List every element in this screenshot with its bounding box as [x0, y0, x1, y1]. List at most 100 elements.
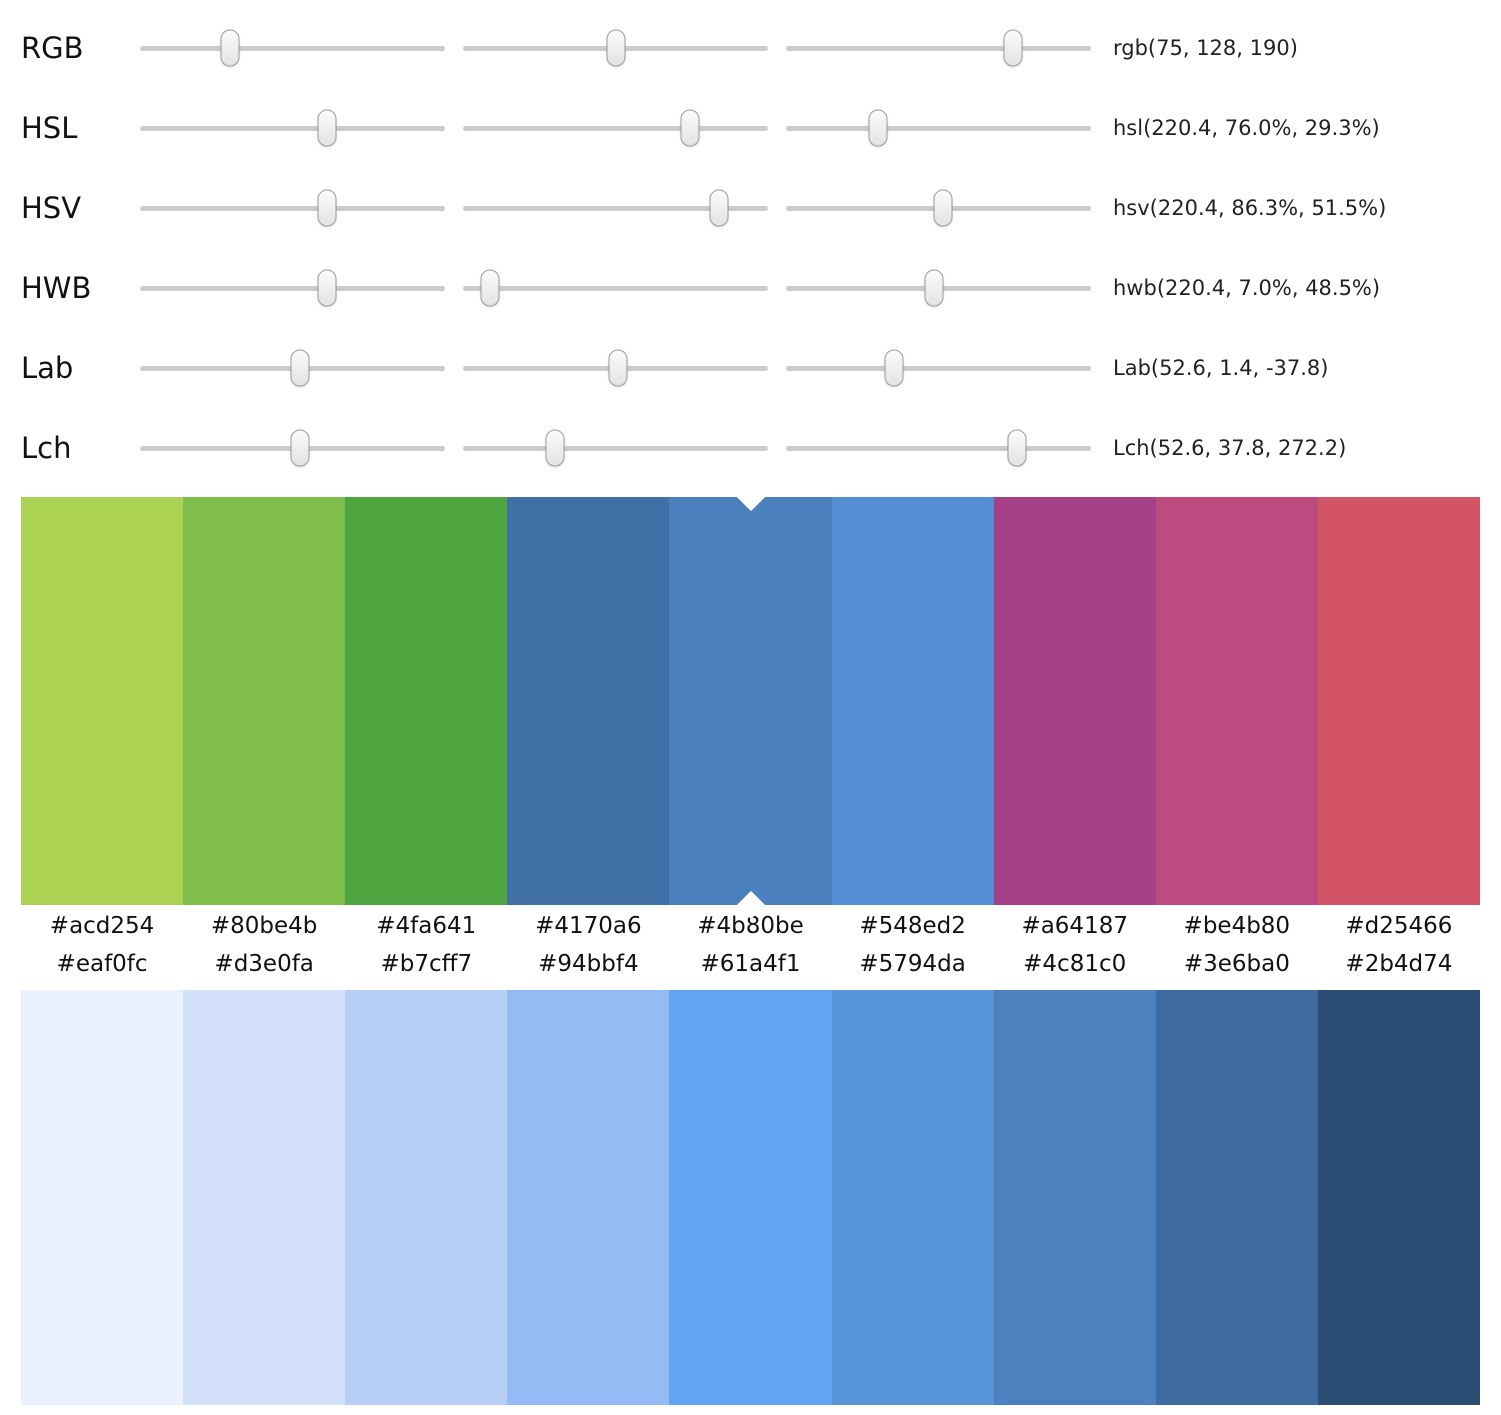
- hex-code-label: #d25466: [1345, 913, 1453, 939]
- hue-palette-wrap: [21, 482, 1480, 920]
- color-swatch[interactable]: [183, 990, 346, 1405]
- hex-code-label: #3e6ba0: [1183, 951, 1290, 977]
- color-swatch[interactable]: [345, 990, 508, 1405]
- hex-code-label: #94bbf4: [538, 951, 639, 977]
- hex-code-label: #2b4d74: [1345, 951, 1453, 977]
- hex-code-label: #be4b80: [1183, 913, 1291, 939]
- colorspace-label: Lch: [21, 430, 72, 465]
- hex-code-label: #80be4b: [210, 913, 318, 939]
- color-value-text: Lab(52.6, 1.4, -37.8): [1113, 356, 1329, 380]
- slider-thumb[interactable]: [290, 349, 310, 387]
- slider-thumb[interactable]: [317, 109, 337, 147]
- slider-thumb[interactable]: [608, 349, 628, 387]
- slider-track[interactable]: [463, 269, 768, 307]
- color-swatch[interactable]: [507, 990, 670, 1405]
- slider-row-hsv: HSV hsv(220.4, 86.3%, 51.5%): [21, 168, 1501, 248]
- hex-code-label: #4b80be: [697, 913, 804, 939]
- tint-shade-hex-label-row: #eaf0fc #d3e0fa #b7cff7 #94bbf4 #61a4f1 #5794…: [21, 951, 1480, 985]
- color-value-text: rgb(75, 128, 190): [1113, 36, 1298, 60]
- color-swatch[interactable]: [1317, 497, 1480, 905]
- colorspace-label: Lab: [21, 350, 74, 385]
- slider-track[interactable]: [140, 349, 445, 387]
- color-swatch[interactable]: [993, 990, 1156, 1405]
- slider-track[interactable]: [140, 29, 445, 67]
- slider-track[interactable]: [786, 429, 1091, 467]
- color-swatch[interactable]: [993, 497, 1156, 905]
- slider-track[interactable]: [140, 189, 445, 227]
- slider-track-group: [140, 349, 1091, 387]
- hex-code-label: #61a4f1: [700, 951, 801, 977]
- colorspace-label: HSL: [21, 110, 78, 145]
- slider-row-hwb: HWB hwb(220.4, 7.0%, 48.5%): [21, 248, 1501, 328]
- slider-row-lab: Lab Lab(52.6, 1.4, -37.8): [21, 328, 1501, 408]
- slider-thumb[interactable]: [1003, 29, 1023, 67]
- slider-track-group: [140, 189, 1091, 227]
- slider-row-lch: Lch Lch(52.6, 37.8, 272.2): [21, 408, 1501, 488]
- slider-track[interactable]: [463, 29, 768, 67]
- slider-track-group: [140, 429, 1091, 467]
- slider-thumb[interactable]: [680, 109, 700, 147]
- hex-code-label: #acd254: [49, 913, 155, 939]
- hue-hex-label-row: #acd254 #80be4b #4fa641 #4170a6 #4b80be #548e…: [21, 905, 1480, 951]
- color-value-text: Lch(52.6, 37.8, 272.2): [1113, 436, 1347, 460]
- hex-code-label: #548ed2: [859, 913, 966, 939]
- slider-thumb[interactable]: [1007, 429, 1027, 467]
- color-swatch[interactable]: [831, 990, 994, 1405]
- color-swatch[interactable]: [1155, 990, 1318, 1405]
- slider-track[interactable]: [463, 189, 768, 227]
- slider-track[interactable]: [786, 269, 1091, 307]
- slider-thumb[interactable]: [924, 269, 944, 307]
- slider-thumb[interactable]: [220, 29, 240, 67]
- colorspace-label: RGB: [21, 30, 84, 65]
- color-swatch[interactable]: [21, 497, 184, 905]
- colorspace-label: HWB: [21, 270, 92, 305]
- slider-thumb[interactable]: [317, 269, 337, 307]
- slider-track[interactable]: [786, 109, 1091, 147]
- color-swatch[interactable]: [669, 497, 832, 905]
- color-swatch[interactable]: [831, 497, 994, 905]
- color-swatch[interactable]: [669, 990, 832, 1405]
- color-swatch[interactable]: [1317, 990, 1480, 1405]
- hex-code-label: #b7cff7: [380, 951, 473, 977]
- slider-track[interactable]: [463, 349, 768, 387]
- tint-shade-palette: [21, 990, 1480, 1405]
- slider-track-group: [140, 269, 1091, 307]
- slider-track-group: [140, 109, 1091, 147]
- color-value-text: hsv(220.4, 86.3%, 51.5%): [1113, 196, 1387, 220]
- color-swatch[interactable]: [507, 497, 670, 905]
- color-swatch[interactable]: [345, 497, 508, 905]
- hex-code-label: #a64187: [1021, 913, 1128, 939]
- tint-shade-palette-wrap: [21, 990, 1480, 1405]
- slider-row-hsl: HSL hsl(220.4, 76.0%, 29.3%): [21, 88, 1501, 168]
- slider-thumb[interactable]: [317, 189, 337, 227]
- slider-thumb[interactable]: [933, 189, 953, 227]
- slider-track[interactable]: [140, 429, 445, 467]
- slider-track[interactable]: [463, 429, 768, 467]
- slider-thumb[interactable]: [868, 109, 888, 147]
- color-swatch[interactable]: [183, 497, 346, 905]
- slider-track[interactable]: [786, 189, 1091, 227]
- slider-row-rgb: RGB rgb(75, 128, 190): [21, 8, 1501, 88]
- color-value-text: hwb(220.4, 7.0%, 48.5%): [1113, 276, 1381, 300]
- slider-track-group: [140, 29, 1091, 67]
- slider-track[interactable]: [786, 349, 1091, 387]
- slider-panel: RGB rgb(75, 128, 190) HSL: [0, 0, 1501, 488]
- slider-track[interactable]: [463, 109, 768, 147]
- color-swatch[interactable]: [21, 990, 184, 1405]
- slider-track[interactable]: [786, 29, 1091, 67]
- slider-track[interactable]: [140, 269, 445, 307]
- slider-thumb[interactable]: [545, 429, 564, 467]
- slider-thumb[interactable]: [606, 29, 626, 67]
- color-swatch[interactable]: [1155, 497, 1318, 905]
- slider-thumb[interactable]: [290, 429, 310, 467]
- hex-code-label: #4170a6: [535, 913, 642, 939]
- slider-track[interactable]: [140, 109, 445, 147]
- color-value-text: hsl(220.4, 76.0%, 29.3%): [1113, 116, 1380, 140]
- hue-palette: [21, 497, 1480, 905]
- slider-thumb[interactable]: [480, 269, 500, 307]
- slider-thumb[interactable]: [709, 189, 729, 227]
- slider-thumb[interactable]: [884, 349, 904, 387]
- hex-code-label: #4fa641: [376, 913, 477, 939]
- colorspace-label: HSV: [21, 190, 82, 225]
